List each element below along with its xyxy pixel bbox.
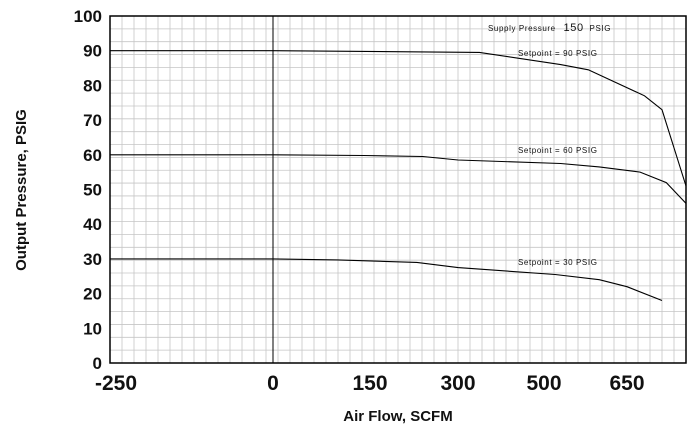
series-label: Setpoint = 90 PSIG <box>518 49 598 58</box>
series-labels: Setpoint = 90 PSIG Setpoint = 60 PSIG Setp… <box>518 49 598 267</box>
supply-unit-text: PSIG <box>590 24 612 33</box>
plot-border <box>109 15 687 364</box>
x-tick-label: 0 <box>267 372 279 395</box>
x-axis-label: Air Flow, SCFM <box>343 408 452 425</box>
x-tick-label: -250 <box>95 372 137 395</box>
x-tick-labels: -250 0 150 300 500 650 <box>95 372 645 395</box>
y-axis-label: Output Pressure, PSIG <box>13 109 30 271</box>
x-tick-label: 150 <box>352 372 387 395</box>
y-tick-label: 40 <box>83 215 102 234</box>
y-tick-label: 30 <box>83 250 102 269</box>
y-tick-label: 10 <box>83 319 102 338</box>
x-tick-label: 300 <box>440 372 475 395</box>
x-tick-label: 500 <box>526 372 561 395</box>
x-tick-label: 650 <box>609 372 644 395</box>
y-tick-label: 60 <box>83 146 102 165</box>
series-line <box>110 154 687 204</box>
y-tick-labels: 0 10 20 30 40 50 60 70 80 90 100 <box>74 7 102 373</box>
grid <box>110 16 686 363</box>
y-tick-label: 20 <box>83 285 102 304</box>
supply-pressure-label: Supply Pressure 150 PSIG <box>488 22 611 34</box>
series-label: Setpoint = 30 PSIG <box>518 258 598 267</box>
series-line <box>110 258 663 302</box>
supply-label-text: Supply Pressure <box>488 24 556 33</box>
y-tick-label: 90 <box>83 42 102 61</box>
series-line <box>110 50 687 187</box>
y-tick-label: 0 <box>93 354 102 373</box>
y-tick-label: 50 <box>83 181 102 200</box>
y-tick-label: 70 <box>83 111 102 130</box>
series-label: Setpoint = 60 PSIG <box>518 146 598 155</box>
supply-value-text: 150 <box>564 22 584 34</box>
series-group <box>110 50 687 302</box>
y-tick-label: 100 <box>74 7 102 26</box>
y-tick-label: 80 <box>83 76 102 95</box>
